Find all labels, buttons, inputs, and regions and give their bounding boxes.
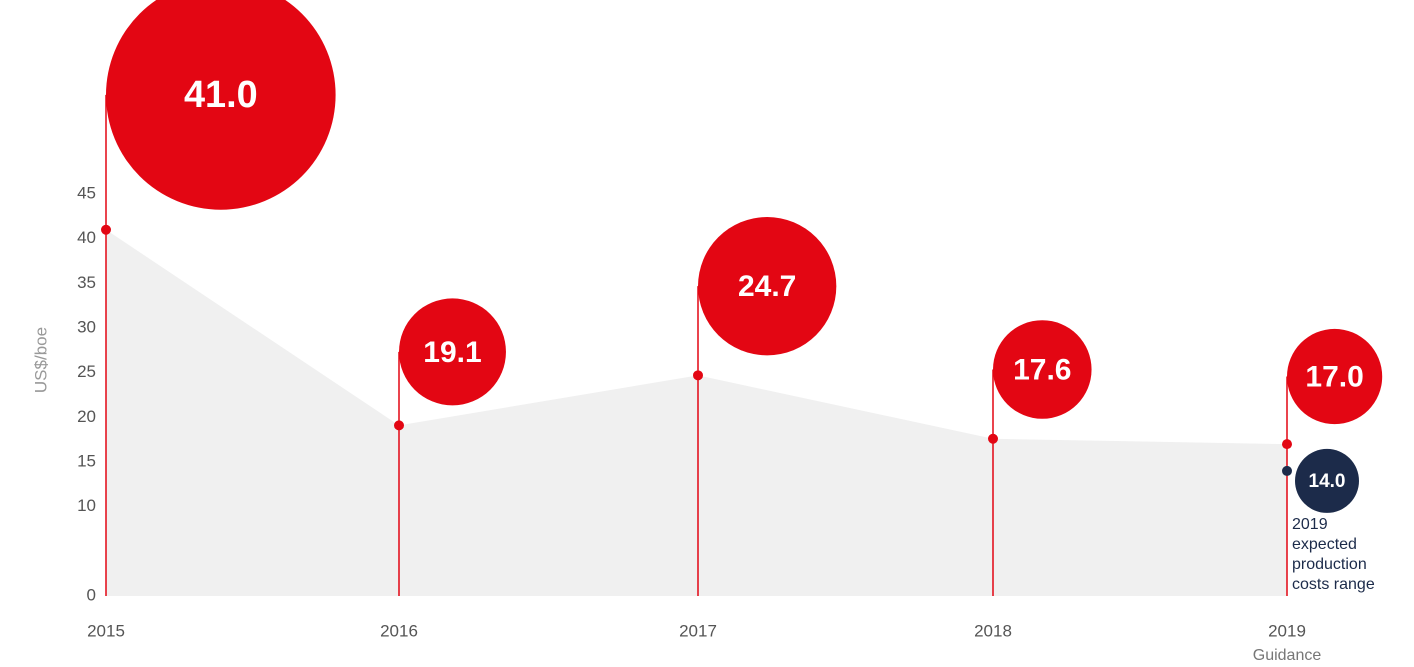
value-label: 19.1 <box>423 336 481 369</box>
bubble <box>993 320 1092 419</box>
y-tick-label: 25 <box>77 362 96 381</box>
range-label: 14.0 <box>1309 471 1346 492</box>
x-tick-label: 2017 <box>679 621 717 640</box>
x-tick-label: 2019 <box>1268 621 1306 640</box>
range-bubble <box>1295 448 1359 513</box>
point <box>394 420 404 431</box>
area <box>106 229 1287 596</box>
point <box>988 433 998 444</box>
y-axis-label: US$/boe <box>31 327 50 393</box>
y-tick-label: 20 <box>77 407 96 426</box>
y-tick-label: 15 <box>77 451 96 470</box>
point <box>1282 439 1292 450</box>
point <box>693 370 703 381</box>
bubble <box>106 0 336 210</box>
value-label: 24.7 <box>738 270 796 303</box>
value-label: 17.0 <box>1305 360 1363 393</box>
x-tick-label: 2018 <box>974 621 1012 640</box>
x-tick-label: 2015 <box>87 621 125 640</box>
y-tick-label: 30 <box>77 317 96 336</box>
y-tick-label: 35 <box>77 273 96 292</box>
value-label: 41.0 <box>184 74 258 116</box>
y-tick-label: 45 <box>77 183 96 202</box>
bubble <box>1287 328 1383 425</box>
point <box>101 224 111 235</box>
range-note: 2019 expected production costs range <box>1292 515 1375 593</box>
bubble <box>399 298 506 406</box>
x-tick-label: 2016 <box>380 621 418 640</box>
x-tick-sublabel: Guidance <box>1253 647 1322 664</box>
value-label: 17.6 <box>1013 353 1071 386</box>
y-tick-label: 0 <box>87 585 96 604</box>
y-tick-label: 40 <box>77 228 96 247</box>
y-tick-label: 10 <box>77 496 96 515</box>
bubble <box>698 217 837 356</box>
range-point <box>1282 465 1292 476</box>
range-note-box: 2019 expected production costs range <box>1292 515 1375 593</box>
